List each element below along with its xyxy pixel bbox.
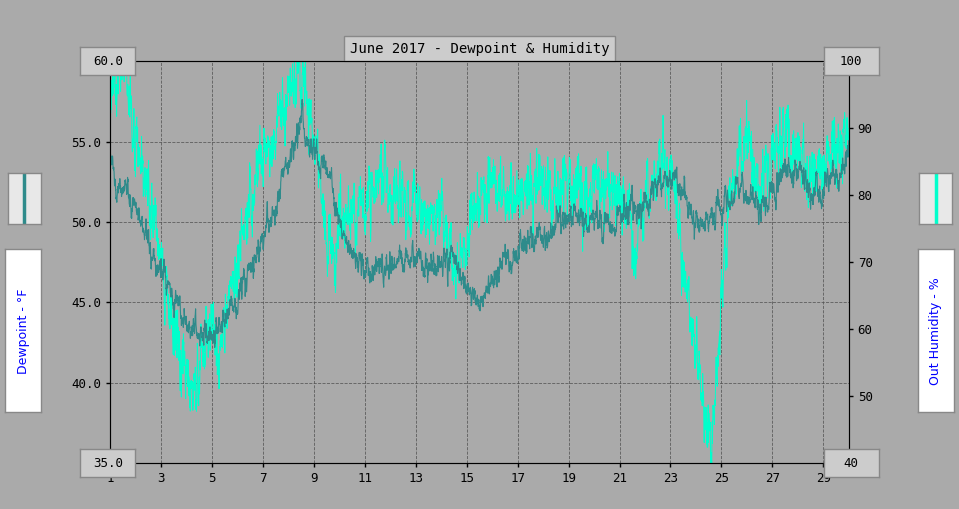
- Text: 100: 100: [840, 54, 862, 68]
- Text: 40: 40: [844, 457, 858, 470]
- Text: 60.0: 60.0: [93, 54, 123, 68]
- Title: June 2017 - Dewpoint & Humidity: June 2017 - Dewpoint & Humidity: [350, 42, 609, 56]
- Text: Out Humidity - %: Out Humidity - %: [929, 277, 943, 385]
- Text: 35.0: 35.0: [93, 457, 123, 470]
- Text: Dewpoint - °F: Dewpoint - °F: [16, 288, 30, 374]
